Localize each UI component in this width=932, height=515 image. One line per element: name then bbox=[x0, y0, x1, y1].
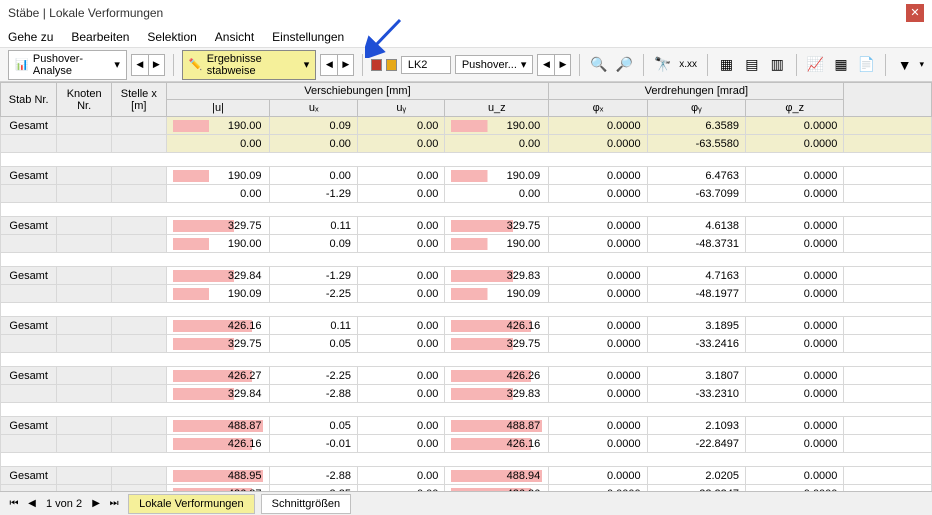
col-knoten[interactable]: Knoten Nr. bbox=[57, 83, 112, 117]
results-table: Stab Nr. Knoten Nr. Stelle x [m] Verschi… bbox=[0, 82, 932, 492]
col-stelle[interactable]: Stelle x [m] bbox=[111, 83, 166, 117]
next-analysis-button[interactable]: ▶ bbox=[148, 55, 164, 75]
divider bbox=[796, 54, 797, 76]
titlebar: Stäbe | Lokale Verformungen ✕ bbox=[0, 0, 932, 26]
loadcase-code-dropdown[interactable]: LK2 bbox=[401, 56, 451, 74]
close-button[interactable]: ✕ bbox=[906, 4, 924, 22]
page-nav: ⏮ ◀ bbox=[6, 496, 40, 512]
table-row[interactable]: 190.09-2.250.00190.090.0000-48.19770.000… bbox=[1, 285, 932, 303]
divider bbox=[173, 54, 174, 76]
prev-results-button[interactable]: ◀ bbox=[321, 55, 337, 75]
footer: ⏮ ◀ 1 von 2 ▶ ⏭ Lokale Verformungen Schn… bbox=[0, 491, 932, 515]
table-row[interactable]: Gesamt488.95-2.880.00488.940.00002.02050… bbox=[1, 467, 932, 485]
table-icon[interactable]: ▦ bbox=[830, 53, 851, 77]
table-row[interactable] bbox=[1, 253, 932, 267]
filter-icon[interactable]: ▼ bbox=[894, 53, 915, 77]
window-title: Stäbe | Lokale Verformungen bbox=[8, 6, 163, 20]
page-nav2: ▶ ⏭ bbox=[88, 496, 122, 512]
menu-bearbeiten[interactable]: Bearbeiten bbox=[71, 30, 129, 44]
chevron-down-icon: ▾ bbox=[114, 58, 120, 71]
table-row[interactable] bbox=[1, 153, 932, 167]
table-row[interactable]: Gesamt488.870.050.00488.870.00002.10930.… bbox=[1, 417, 932, 435]
next-results-button[interactable]: ▶ bbox=[337, 55, 353, 75]
loadcase-nav: ◀ ▶ bbox=[537, 54, 571, 76]
col-stab[interactable]: Stab Nr. bbox=[1, 83, 57, 117]
prev-page-button[interactable]: ◀ bbox=[24, 496, 40, 512]
analysis-nav: ◀ ▶ bbox=[131, 54, 165, 76]
data-grid[interactable]: Stab Nr. Knoten Nr. Stelle x [m] Verschi… bbox=[0, 82, 932, 492]
menu-einstellungen[interactable]: Einstellungen bbox=[272, 30, 344, 44]
col-uy[interactable]: uᵧ bbox=[357, 100, 444, 117]
tab-lokale-verformungen[interactable]: Lokale Verformungen bbox=[128, 494, 255, 514]
table-row[interactable]: Gesamt190.000.090.00190.000.00006.35890.… bbox=[1, 117, 932, 135]
prev-analysis-button[interactable]: ◀ bbox=[132, 55, 148, 75]
analysis-dropdown[interactable]: 📊 Pushover-Analyse ▾ bbox=[8, 50, 127, 80]
table-row[interactable]: 329.750.050.00329.750.0000-33.24160.0000 bbox=[1, 335, 932, 353]
first-page-button[interactable]: ⏮ bbox=[6, 496, 22, 512]
table-row[interactable] bbox=[1, 303, 932, 317]
analysis-icon: 📊 bbox=[15, 57, 29, 73]
divider bbox=[579, 54, 580, 76]
page-indicator: 1 von 2 bbox=[46, 498, 82, 510]
table-row[interactable]: 426.16-0.010.00426.160.0000-22.84970.000… bbox=[1, 435, 932, 453]
view2-icon[interactable]: ▤ bbox=[741, 53, 762, 77]
find-icon[interactable]: 🔭 bbox=[652, 53, 673, 77]
chevron-down-icon: ▾ bbox=[521, 58, 527, 71]
table-row[interactable] bbox=[1, 203, 932, 217]
col-empty bbox=[844, 83, 932, 117]
menu-selektion[interactable]: Selektion bbox=[147, 30, 196, 44]
results-nav: ◀ ▶ bbox=[320, 54, 354, 76]
chevron-down-icon: ▾ bbox=[304, 58, 310, 71]
divider bbox=[643, 54, 644, 76]
table-row[interactable]: 329.84-2.880.00329.830.0000-33.23100.000… bbox=[1, 385, 932, 403]
col-uz[interactable]: u_z bbox=[445, 100, 549, 117]
view3-icon[interactable]: ▥ bbox=[767, 53, 788, 77]
table-row[interactable]: Gesamt329.750.110.00329.750.00004.61380.… bbox=[1, 217, 932, 235]
loadcase-name-dropdown[interactable]: Pushover... ▾ bbox=[455, 55, 534, 74]
table-row[interactable]: 190.000.090.00190.000.0000-48.37310.0000 bbox=[1, 235, 932, 253]
last-page-button[interactable]: ⏭ bbox=[106, 496, 122, 512]
col-group-verschiebungen[interactable]: Verschiebungen [mm] bbox=[166, 83, 549, 100]
table-row[interactable]: Gesamt426.27-2.250.00426.260.00003.18070… bbox=[1, 367, 932, 385]
dimension-icon[interactable]: x.xx bbox=[677, 53, 698, 77]
filter-more-icon[interactable]: ▾ bbox=[919, 59, 924, 70]
zoom-select-icon[interactable]: 🔎 bbox=[614, 53, 635, 77]
col-phiy[interactable]: φᵧ bbox=[647, 100, 745, 117]
divider bbox=[362, 54, 363, 76]
col-u[interactable]: |u| bbox=[166, 100, 270, 117]
color-red-swatch[interactable] bbox=[371, 59, 382, 71]
menu-gehezu[interactable]: Gehe zu bbox=[8, 30, 53, 44]
view1-icon[interactable]: ▦ bbox=[716, 53, 737, 77]
next-page-button[interactable]: ▶ bbox=[88, 496, 104, 512]
table-row[interactable]: Gesamt329.84-1.290.00329.830.00004.71630… bbox=[1, 267, 932, 285]
col-phiz[interactable]: φ_z bbox=[746, 100, 844, 117]
results-icon: ✏️ bbox=[189, 57, 203, 73]
zoom-in-icon[interactable]: 🔍 bbox=[588, 53, 609, 77]
col-group-verdrehungen[interactable]: Verdrehungen [mrad] bbox=[549, 83, 844, 100]
chart-icon[interactable]: 📈 bbox=[805, 53, 826, 77]
table-row[interactable]: Gesamt426.160.110.00426.160.00003.18950.… bbox=[1, 317, 932, 335]
color-orange-swatch[interactable] bbox=[386, 59, 397, 71]
table-row[interactable]: 0.00-1.290.000.000.0000-63.70990.0000 bbox=[1, 185, 932, 203]
table-row[interactable]: 0.000.000.000.000.0000-63.55800.0000 bbox=[1, 135, 932, 153]
menubar: Gehe zu Bearbeiten Selektion Ansicht Ein… bbox=[0, 26, 932, 48]
col-ux[interactable]: uₓ bbox=[270, 100, 357, 117]
divider bbox=[707, 54, 708, 76]
table-row[interactable]: Gesamt190.090.000.00190.090.00006.47630.… bbox=[1, 167, 932, 185]
next-loadcase-button[interactable]: ▶ bbox=[554, 55, 570, 75]
table-row[interactable] bbox=[1, 353, 932, 367]
toolbar: 📊 Pushover-Analyse ▾ ◀ ▶ ✏️ Ergebnisse s… bbox=[0, 48, 932, 82]
menu-ansicht[interactable]: Ansicht bbox=[215, 30, 254, 44]
tab-schnittgroessen[interactable]: Schnittgrößen bbox=[261, 494, 351, 514]
results-dropdown[interactable]: ✏️ Ergebnisse stabweise ▾ bbox=[182, 50, 317, 80]
col-phix[interactable]: φₓ bbox=[549, 100, 647, 117]
table-row[interactable] bbox=[1, 453, 932, 467]
prev-loadcase-button[interactable]: ◀ bbox=[538, 55, 554, 75]
export-icon[interactable]: 📄 bbox=[856, 53, 877, 77]
table-row[interactable] bbox=[1, 403, 932, 417]
divider bbox=[885, 54, 886, 76]
